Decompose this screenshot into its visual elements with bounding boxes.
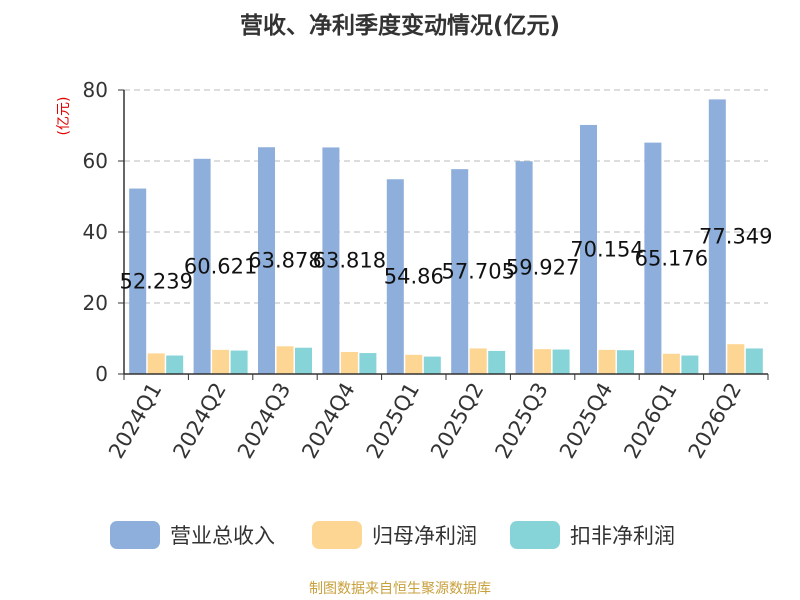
legend-swatch bbox=[510, 521, 560, 549]
x-tick-label: 2026Q1 bbox=[619, 379, 681, 463]
data-label: 60.621 bbox=[184, 254, 257, 278]
data-label: 52.239 bbox=[119, 269, 192, 293]
bar-deducted-profit bbox=[295, 347, 312, 374]
bar-deducted-profit bbox=[423, 356, 441, 374]
x-tick-label: 2026Q2 bbox=[684, 379, 746, 463]
bar-net-profit bbox=[598, 349, 616, 374]
data-label: 63.878 bbox=[248, 249, 321, 273]
data-source-note: 制图数据来自恒生聚源数据库 bbox=[309, 581, 491, 597]
x-tick-label: 2024Q3 bbox=[233, 379, 295, 463]
x-tick-label: 2025Q1 bbox=[362, 379, 424, 463]
bar-net-profit bbox=[405, 354, 423, 374]
bar-revenue bbox=[644, 142, 662, 374]
bar-revenue bbox=[193, 158, 211, 374]
bar-net-profit bbox=[534, 349, 552, 374]
data-label: 77.349 bbox=[699, 225, 772, 249]
data-label: 54.86 bbox=[384, 265, 444, 289]
bar-revenue bbox=[129, 188, 147, 374]
data-label: 57.705 bbox=[441, 260, 514, 284]
bar-deducted-profit bbox=[681, 355, 699, 374]
bar-deducted-profit bbox=[488, 350, 506, 374]
bar-revenue bbox=[708, 99, 726, 375]
bar-deducted-profit bbox=[230, 350, 248, 374]
data-label: 59.927 bbox=[506, 256, 579, 280]
bar-net-profit bbox=[276, 346, 294, 374]
x-tick-label: 2025Q4 bbox=[555, 379, 617, 463]
legend-label: 营业总收入 bbox=[170, 524, 275, 548]
y-tick-label: 80 bbox=[83, 78, 108, 102]
bar-revenue bbox=[515, 161, 533, 374]
bar-deducted-profit bbox=[617, 350, 634, 374]
bar-net-profit bbox=[727, 344, 745, 374]
bar-deducted-profit bbox=[745, 348, 763, 374]
y-tick-label: 40 bbox=[83, 220, 108, 244]
legend-swatch bbox=[110, 521, 160, 549]
data-labels: 52.23960.62163.87863.81854.8657.70559.92… bbox=[119, 225, 772, 294]
legend-label: 扣非净利润 bbox=[570, 524, 675, 548]
data-label: 70.154 bbox=[570, 237, 643, 261]
bar-revenue bbox=[258, 147, 275, 374]
bars bbox=[129, 99, 763, 375]
bar-revenue bbox=[386, 179, 404, 374]
bar-deducted-profit bbox=[552, 349, 570, 374]
data-label: 63.818 bbox=[313, 249, 386, 273]
bar-revenue bbox=[322, 147, 340, 374]
x-tick-label: 2025Q2 bbox=[426, 379, 488, 463]
bar-net-profit bbox=[469, 348, 487, 374]
bar-net-profit bbox=[147, 353, 165, 374]
y-tick-label: 20 bbox=[83, 291, 108, 315]
bar-net-profit bbox=[340, 351, 358, 374]
chart-title: 营收、净利季度变动情况(亿元) bbox=[240, 12, 560, 39]
y-tick-label: 0 bbox=[95, 362, 108, 386]
legend-swatch bbox=[312, 521, 362, 549]
legend-label: 归母净利润 bbox=[372, 524, 477, 548]
x-tick-label: 2024Q2 bbox=[168, 379, 230, 463]
bar-net-profit bbox=[212, 349, 230, 374]
x-tick-label: 2024Q1 bbox=[104, 379, 166, 463]
bar-net-profit bbox=[662, 353, 680, 374]
gridlines bbox=[124, 89, 768, 304]
bar-deducted-profit bbox=[359, 353, 377, 374]
bar-revenue bbox=[580, 124, 597, 374]
data-label: 65.176 bbox=[635, 246, 708, 270]
y-axis-label: (亿元) bbox=[56, 97, 72, 136]
legend: 营业总收入 归母净利润 扣非净利润 bbox=[110, 521, 675, 549]
bar-revenue bbox=[451, 169, 469, 374]
x-tick-label: 2024Q4 bbox=[297, 379, 359, 463]
x-tick-label: 2025Q3 bbox=[490, 379, 552, 463]
y-tick-label: 60 bbox=[83, 149, 108, 173]
bar-deducted-profit bbox=[166, 355, 184, 374]
